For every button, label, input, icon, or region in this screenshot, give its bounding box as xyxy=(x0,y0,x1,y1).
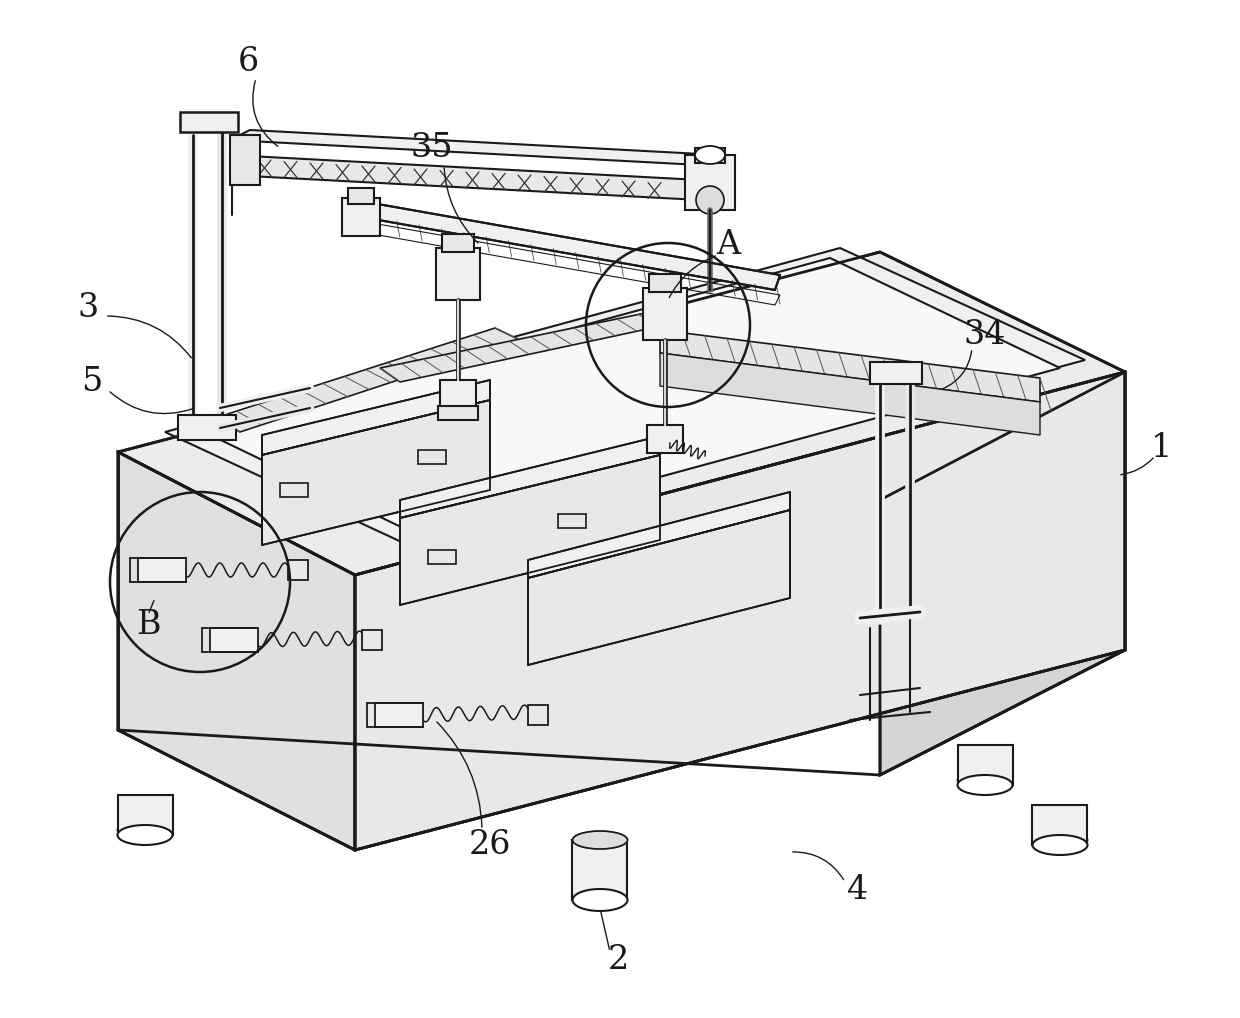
Polygon shape xyxy=(401,436,660,518)
Bar xyxy=(572,840,627,900)
Bar xyxy=(280,483,308,497)
Polygon shape xyxy=(660,330,1040,402)
Polygon shape xyxy=(355,372,1125,850)
Polygon shape xyxy=(880,372,1125,775)
Ellipse shape xyxy=(573,831,627,849)
Bar xyxy=(138,558,186,582)
Text: 6: 6 xyxy=(237,46,259,78)
Polygon shape xyxy=(262,380,490,455)
Bar xyxy=(428,550,456,564)
Bar xyxy=(438,406,477,420)
Bar xyxy=(558,514,587,528)
Polygon shape xyxy=(528,510,790,665)
Ellipse shape xyxy=(957,771,1013,789)
Ellipse shape xyxy=(694,146,725,164)
Text: 4: 4 xyxy=(847,874,868,906)
Bar xyxy=(684,155,735,210)
Bar xyxy=(118,795,174,835)
Polygon shape xyxy=(528,492,790,578)
Polygon shape xyxy=(660,353,1040,435)
Bar xyxy=(441,234,474,252)
Bar xyxy=(647,425,683,453)
Text: 3: 3 xyxy=(77,292,99,324)
Bar xyxy=(288,560,308,580)
Bar xyxy=(649,274,681,292)
Text: A: A xyxy=(715,229,740,261)
Text: 5: 5 xyxy=(82,366,103,398)
Text: 2: 2 xyxy=(608,944,629,976)
Bar xyxy=(1032,805,1087,845)
Bar xyxy=(210,628,258,652)
Text: 1: 1 xyxy=(1152,432,1173,464)
Bar xyxy=(694,148,725,163)
Polygon shape xyxy=(350,200,780,290)
Bar xyxy=(362,630,382,651)
Text: 34: 34 xyxy=(963,319,1006,351)
Bar xyxy=(644,288,687,340)
Ellipse shape xyxy=(1033,835,1087,855)
Ellipse shape xyxy=(573,889,627,911)
Polygon shape xyxy=(200,258,1060,540)
Bar xyxy=(440,380,476,408)
Ellipse shape xyxy=(118,821,172,839)
Bar xyxy=(179,415,236,440)
Text: 26: 26 xyxy=(469,829,511,861)
Polygon shape xyxy=(262,400,490,545)
Bar xyxy=(870,362,923,384)
Polygon shape xyxy=(165,248,1085,545)
Polygon shape xyxy=(379,310,680,382)
Polygon shape xyxy=(229,155,701,200)
Bar xyxy=(959,745,1013,785)
Ellipse shape xyxy=(957,775,1013,795)
Bar xyxy=(229,135,260,185)
Bar xyxy=(348,188,374,204)
Bar xyxy=(436,248,480,300)
Bar xyxy=(528,705,548,725)
Text: 35: 35 xyxy=(410,132,454,164)
Polygon shape xyxy=(401,455,660,605)
Bar xyxy=(374,703,423,727)
Bar xyxy=(342,197,379,236)
Polygon shape xyxy=(118,252,1125,575)
Polygon shape xyxy=(215,328,520,432)
Bar xyxy=(180,112,238,132)
Text: B: B xyxy=(135,609,160,641)
Bar xyxy=(418,450,446,464)
Circle shape xyxy=(696,186,724,214)
Ellipse shape xyxy=(118,825,172,845)
Polygon shape xyxy=(118,452,355,850)
Polygon shape xyxy=(229,130,720,165)
Ellipse shape xyxy=(1033,831,1087,849)
